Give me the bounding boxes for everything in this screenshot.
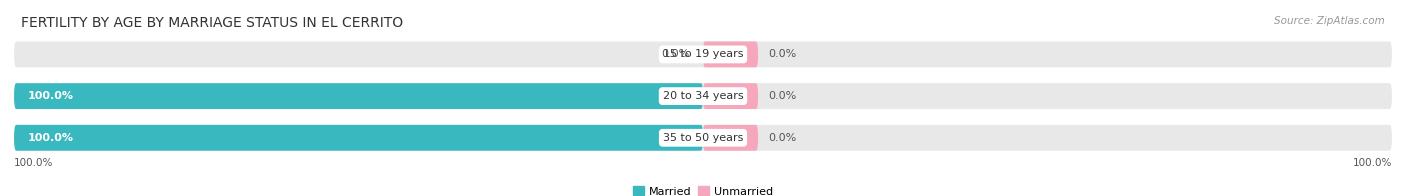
Text: 35 to 50 years: 35 to 50 years: [662, 133, 744, 143]
Text: 20 to 34 years: 20 to 34 years: [662, 91, 744, 101]
Text: 0.0%: 0.0%: [769, 133, 797, 143]
FancyBboxPatch shape: [14, 83, 1392, 109]
Text: 100.0%: 100.0%: [1353, 158, 1392, 168]
Text: 0.0%: 0.0%: [769, 49, 797, 59]
Text: 15 to 19 years: 15 to 19 years: [662, 49, 744, 59]
Text: 100.0%: 100.0%: [28, 133, 75, 143]
Text: 100.0%: 100.0%: [14, 158, 53, 168]
Text: 0.0%: 0.0%: [661, 49, 689, 59]
FancyBboxPatch shape: [14, 83, 703, 109]
FancyBboxPatch shape: [703, 125, 758, 151]
Legend: Married, Unmarried: Married, Unmarried: [628, 182, 778, 196]
FancyBboxPatch shape: [14, 125, 703, 151]
Text: 0.0%: 0.0%: [769, 91, 797, 101]
FancyBboxPatch shape: [14, 125, 1392, 151]
FancyBboxPatch shape: [703, 83, 758, 109]
Text: Source: ZipAtlas.com: Source: ZipAtlas.com: [1274, 16, 1385, 26]
FancyBboxPatch shape: [14, 42, 1392, 67]
Text: FERTILITY BY AGE BY MARRIAGE STATUS IN EL CERRITO: FERTILITY BY AGE BY MARRIAGE STATUS IN E…: [21, 16, 404, 30]
Text: 100.0%: 100.0%: [28, 91, 75, 101]
FancyBboxPatch shape: [703, 42, 758, 67]
